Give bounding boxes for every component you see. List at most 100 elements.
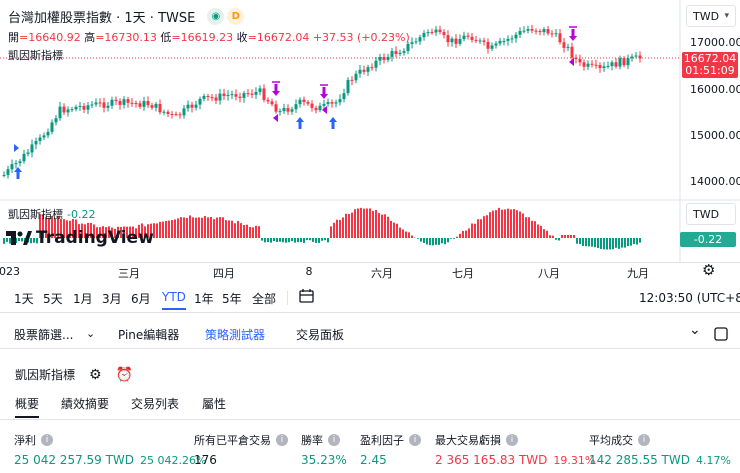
candlestick [390,51,394,57]
oscillator-bar [285,238,287,243]
oscillator-bar [552,235,554,238]
oscillator-bar [465,230,467,238]
osc-currency-button[interactable]: TWD [686,203,736,225]
date-range-bar: 1天 5天 1月 3月 6月 YTD 1年 5年 全部 12:03:50 (UT… [0,283,740,313]
tab-stock-screener[interactable]: 股票篩選... [14,328,74,342]
oscillator-bar [291,238,293,242]
oscillator-bar [201,217,203,238]
indicator-label-osc[interactable]: 凱因斯指標 -0.22 [8,206,95,222]
candlestick [310,103,314,108]
entry-flag-icon [14,144,19,152]
info-icon[interactable]: i [409,434,421,446]
candlestick [466,35,470,37]
candlestick [398,52,402,55]
candlestick [118,100,122,105]
maximize-panel-icon[interactable] [714,327,728,341]
info-icon[interactable]: i [506,434,518,446]
info-icon[interactable]: i [41,434,53,446]
settings-icon[interactable]: ⚙ [89,366,102,383]
tab-strategy-tester[interactable]: 策略測試器 [205,328,266,342]
candlestick [130,102,134,104]
oscillator-bar [192,217,194,238]
symbol-header[interactable]: 台灣加權股票指數 · 1天 · TWSE ◉ D [8,7,245,26]
oscillator-bar [357,208,359,238]
sub-tabs-divider [0,419,740,420]
range-1m-button[interactable]: 1月 [73,292,93,306]
tab-trading-panel[interactable]: 交易面板 [296,328,345,342]
collapse-panel-icon[interactable]: ⌄ [689,322,701,338]
oscillator-bar [528,217,530,238]
range-ytd-button[interactable]: YTD [162,290,186,310]
candlestick [566,46,570,48]
candlestick [178,114,182,116]
alarm-clock-icon[interactable]: ⏰ [115,366,134,383]
range-all-button[interactable]: 全部 [252,292,277,306]
eye-icon[interactable]: ◉ [207,8,225,25]
range-5d-button[interactable]: 5天 [43,292,63,306]
tab-trade-list[interactable]: 交易列表 [131,397,180,411]
candlestick [50,122,54,132]
range-5y-button[interactable]: 5年 [222,292,242,306]
currency-button[interactable]: TWD ▾ [686,5,736,27]
oscillator-bar [363,208,365,238]
oscillator-bar [45,217,47,238]
time-axis[interactable]: 2023 三月 四月 8 六月 七月 八月 九月 [0,262,740,282]
candlestick [18,161,22,164]
time-tick: 四月 [213,267,235,280]
oscillator-bar [117,226,119,238]
range-3m-button[interactable]: 3月 [102,292,122,306]
oscillator-bar [171,220,173,238]
info-icon[interactable]: i [276,434,288,446]
oscillator-bar [90,222,92,238]
candlestick [26,152,30,154]
oscillator-bar [300,238,302,243]
info-icon[interactable]: i [328,434,340,446]
calendar-icon[interactable] [298,287,316,305]
oscillator-bar [402,229,404,238]
sell-signal-arrow [272,84,280,96]
tradingview-logo[interactable]: TradingView [6,228,154,248]
chevron-down-icon[interactable]: ⌄ [86,327,96,340]
candlestick [254,91,258,95]
candlestick [122,99,126,105]
candlestick [542,29,546,33]
candlestick [194,104,198,108]
candlestick [394,51,398,55]
range-1y-button[interactable]: 1年 [194,292,214,306]
indicator-label-main[interactable]: 凱因斯指標 [8,49,63,62]
candlestick [382,56,386,60]
price-tick: 17000.00 [690,36,740,49]
oscillator-bar [279,238,281,242]
oscillator-bar [294,238,296,243]
tab-properties[interactable]: 屬性 [202,397,227,411]
tab-pine-editor[interactable]: Pine編輯器 [118,328,180,342]
range-6m-button[interactable]: 6月 [131,292,151,306]
oscillator-bar [639,238,641,243]
tab-performance-summary[interactable]: 績效摘要 [61,397,110,411]
oscillator-bar [450,238,452,239]
oscillator-bar [564,235,566,238]
oscillator-bar [174,219,176,238]
currency-label: TWD [693,9,720,23]
oscillator-bar [93,224,95,238]
range-1d-button[interactable]: 1天 [14,292,34,306]
price-chart[interactable] [0,0,740,282]
clock-timezone[interactable]: 12:03:50 (UTC+8) [639,291,740,305]
chart-area[interactable]: 台灣加權股票指數 · 1天 · TWSE ◉ D 開=16640.92 高=16… [0,0,740,282]
oscillator-bar [507,208,509,238]
candlestick [610,62,614,66]
oscillator-bar [303,238,305,243]
candlestick [526,28,530,31]
symbol-title[interactable]: 台灣加權股票指數 · 1天 · TWSE [8,11,196,26]
candlestick [182,108,186,116]
candlestick [514,34,518,39]
price-tick: 14000.00 [690,175,740,188]
oscillator-bar [243,224,245,238]
tab-overview[interactable]: 概要 [15,397,40,418]
candlestick [10,164,14,170]
candlestick [106,105,110,108]
candlestick [554,33,558,35]
candlestick [366,67,370,72]
info-icon[interactable]: i [638,434,650,446]
chart-settings-gear-icon[interactable]: ⚙ [702,261,716,279]
